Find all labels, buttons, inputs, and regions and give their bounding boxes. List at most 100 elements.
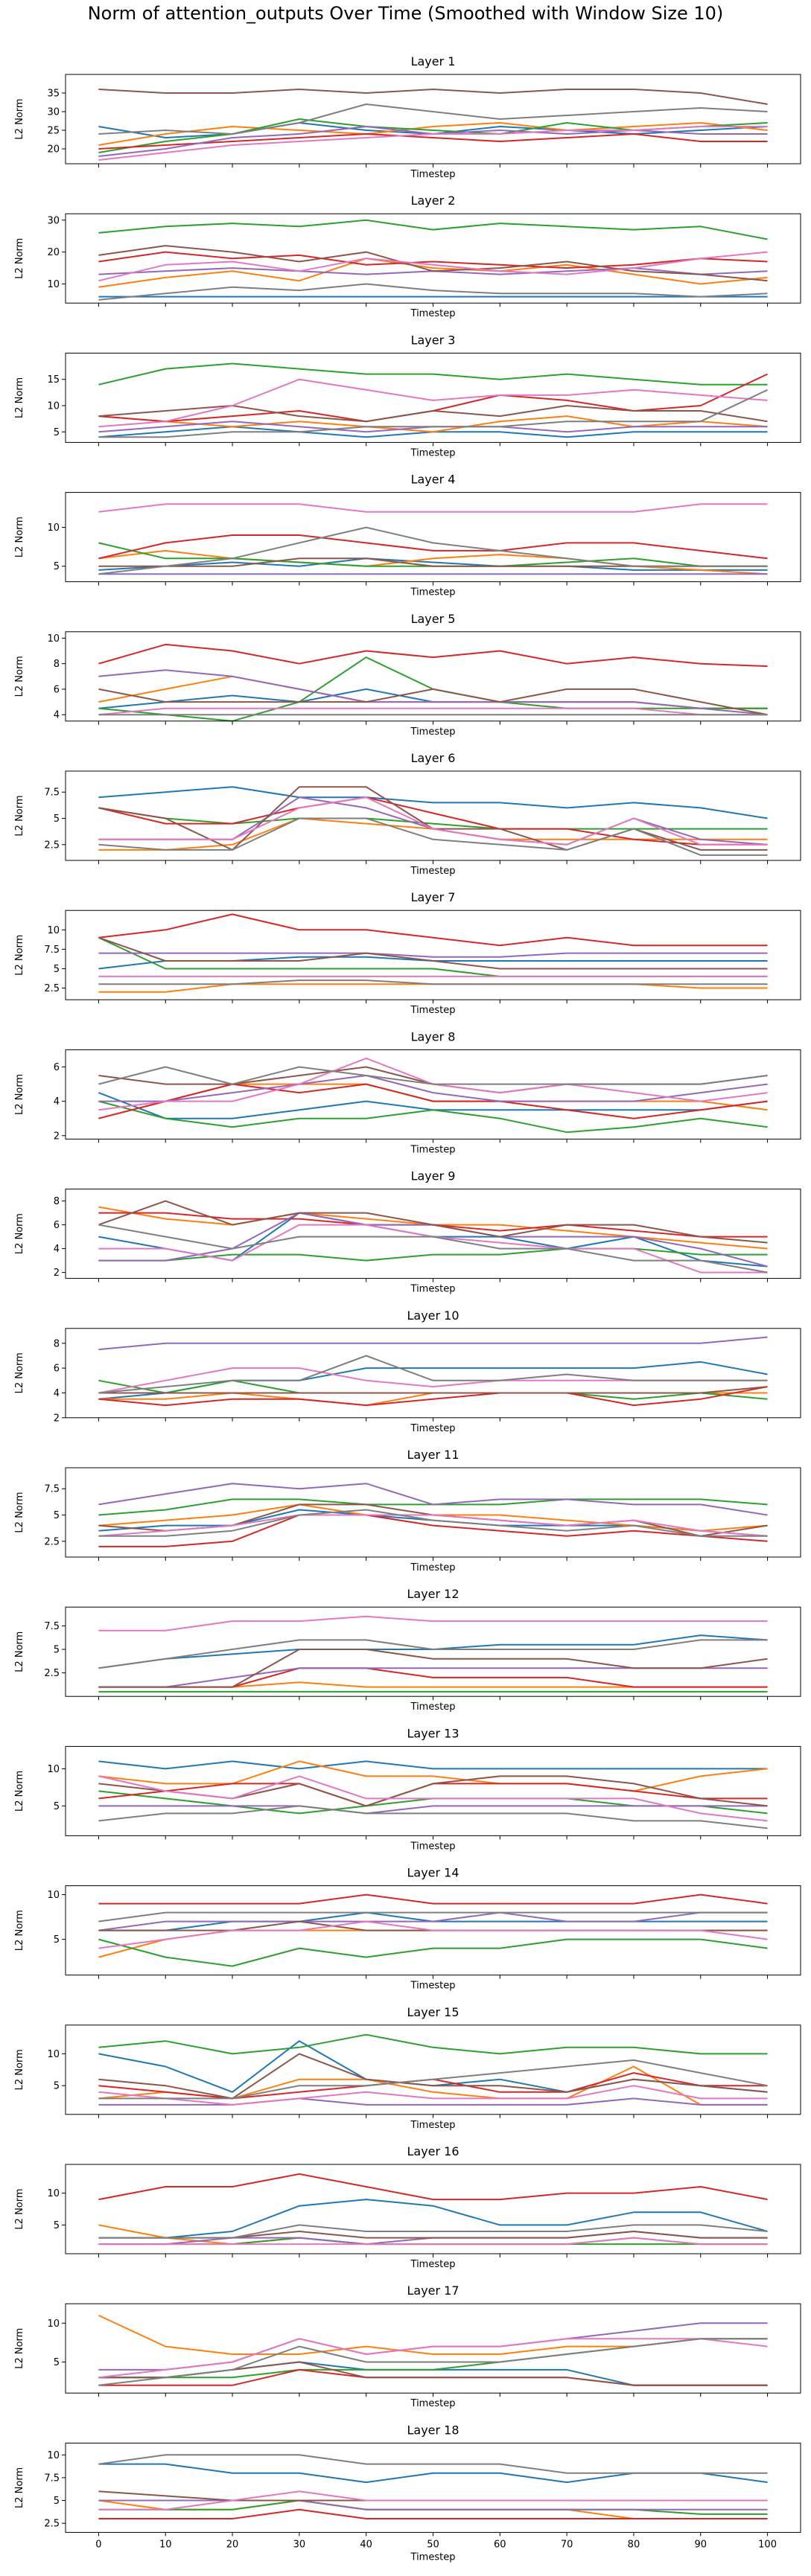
series-line — [98, 251, 768, 282]
y-tick-label: 10 — [47, 279, 60, 290]
panel-title: Layer 17 — [407, 2283, 459, 2298]
x-tick-label: 0 — [95, 2539, 101, 2550]
series-line — [98, 1066, 768, 1085]
panel-title: Layer 13 — [407, 1726, 459, 1740]
series-line — [98, 2224, 768, 2239]
y-tick-label: 10 — [47, 522, 60, 534]
series-line — [98, 643, 768, 668]
series-line — [98, 1386, 768, 1407]
y-tick-label: 5 — [54, 561, 60, 572]
panel-title: Layer 10 — [407, 1308, 459, 1323]
y-tick-label: 8 — [54, 1196, 60, 1207]
y-axis-label: L2 Norm — [14, 1352, 25, 1393]
y-axis-label: L2 Norm — [14, 1213, 25, 1254]
series-line — [98, 1639, 768, 1669]
series-line — [98, 1100, 768, 1134]
y-tick-label: 10 — [47, 2318, 60, 2330]
y-axis-label: L2 Norm — [14, 2188, 25, 2229]
series-line — [98, 983, 768, 993]
y-tick-label: 5 — [54, 814, 60, 825]
x-tick-label: 40 — [360, 2539, 372, 2550]
series-line — [98, 1760, 768, 1770]
series-line — [98, 936, 768, 970]
series-line — [98, 534, 768, 560]
series-line — [98, 503, 768, 513]
y-tick-label: 10 — [47, 2450, 60, 2461]
series-line — [98, 669, 768, 716]
x-axis-label: Timestep — [410, 2398, 456, 2409]
plot-frame — [65, 1189, 801, 1279]
series-line — [98, 2059, 768, 2100]
x-axis-label: Timestep — [410, 587, 456, 598]
plot-frame — [65, 352, 801, 443]
y-tick-label: 2.5 — [44, 983, 60, 994]
series-line — [98, 1386, 768, 1394]
y-tick-label: 20 — [47, 144, 60, 156]
x-axis-label: Timestep — [410, 1284, 456, 1295]
series-line — [98, 913, 768, 947]
panel-title: Layer 5 — [411, 612, 456, 626]
series-line — [98, 1355, 768, 1394]
panel-title: Layer 9 — [411, 1169, 456, 1183]
y-tick-label: 5 — [54, 427, 60, 438]
y-tick-label: 5 — [54, 1801, 60, 1812]
y-tick-label: 5 — [54, 1645, 60, 1656]
y-tick-label: 8 — [54, 659, 60, 670]
y-tick-label: 7.5 — [44, 1621, 60, 1632]
series-line — [98, 362, 768, 386]
panel-title: Layer 18 — [407, 2423, 459, 2437]
y-tick-label: 4 — [54, 1388, 60, 1399]
series-line — [98, 526, 768, 575]
y-axis-label: L2 Norm — [14, 517, 25, 557]
y-axis-label: L2 Norm — [14, 1771, 25, 1812]
y-tick-label: 2.5 — [44, 2519, 60, 2530]
x-axis-label: Timestep — [410, 1562, 456, 1573]
series-line — [98, 1634, 768, 1669]
x-tick-label: 80 — [628, 2539, 640, 2550]
series-line — [98, 1083, 768, 1119]
panel-title: Layer 8 — [411, 1029, 456, 1043]
x-axis-label: Timestep — [410, 1981, 456, 1992]
series-line — [98, 817, 768, 856]
panel-title: Layer 6 — [411, 751, 456, 765]
series-line — [98, 2490, 768, 2502]
series-line — [98, 1075, 768, 1102]
x-tick-label: 20 — [226, 2539, 239, 2550]
x-axis-label: Timestep — [410, 1701, 456, 1713]
plot-frame — [65, 910, 801, 1000]
x-axis-label: Timestep — [410, 169, 456, 180]
series-line — [98, 1509, 768, 1537]
y-tick-label: 5 — [54, 2220, 60, 2231]
series-line — [98, 2508, 768, 2519]
y-tick-label: 30 — [47, 107, 60, 118]
y-tick-label: 4 — [54, 1096, 60, 1108]
x-tick-label: 50 — [427, 2539, 439, 2550]
series-line — [98, 707, 768, 716]
series-line — [98, 1911, 768, 1923]
series-line — [98, 2314, 768, 2355]
series-line — [98, 133, 768, 150]
x-axis-label: Timestep — [410, 1005, 456, 1016]
y-tick-label: 10 — [47, 2188, 60, 2199]
figure-title: Norm of attention_outputs Over Time (Smo… — [87, 3, 724, 24]
series-line — [98, 1200, 768, 1244]
y-tick-label: 10 — [47, 400, 60, 412]
series-line — [98, 1667, 768, 1688]
series-line — [98, 807, 768, 830]
series-line — [98, 786, 768, 851]
y-tick-label: 10 — [47, 1890, 60, 1901]
series-line — [98, 1224, 768, 1273]
series-line — [98, 126, 768, 161]
y-tick-label: 2 — [54, 1268, 60, 1279]
series-line — [98, 796, 768, 846]
plot-frame — [65, 1467, 801, 1558]
series-line — [98, 1649, 768, 1688]
y-tick-label: 4 — [54, 1244, 60, 1255]
panel-title: Layer 4 — [411, 473, 456, 487]
series-line — [98, 688, 768, 716]
series-line — [98, 952, 768, 958]
x-axis-label: Timestep — [410, 2259, 456, 2270]
series-line — [98, 245, 768, 282]
series-line — [98, 1911, 768, 1931]
plot-frame — [65, 74, 801, 164]
